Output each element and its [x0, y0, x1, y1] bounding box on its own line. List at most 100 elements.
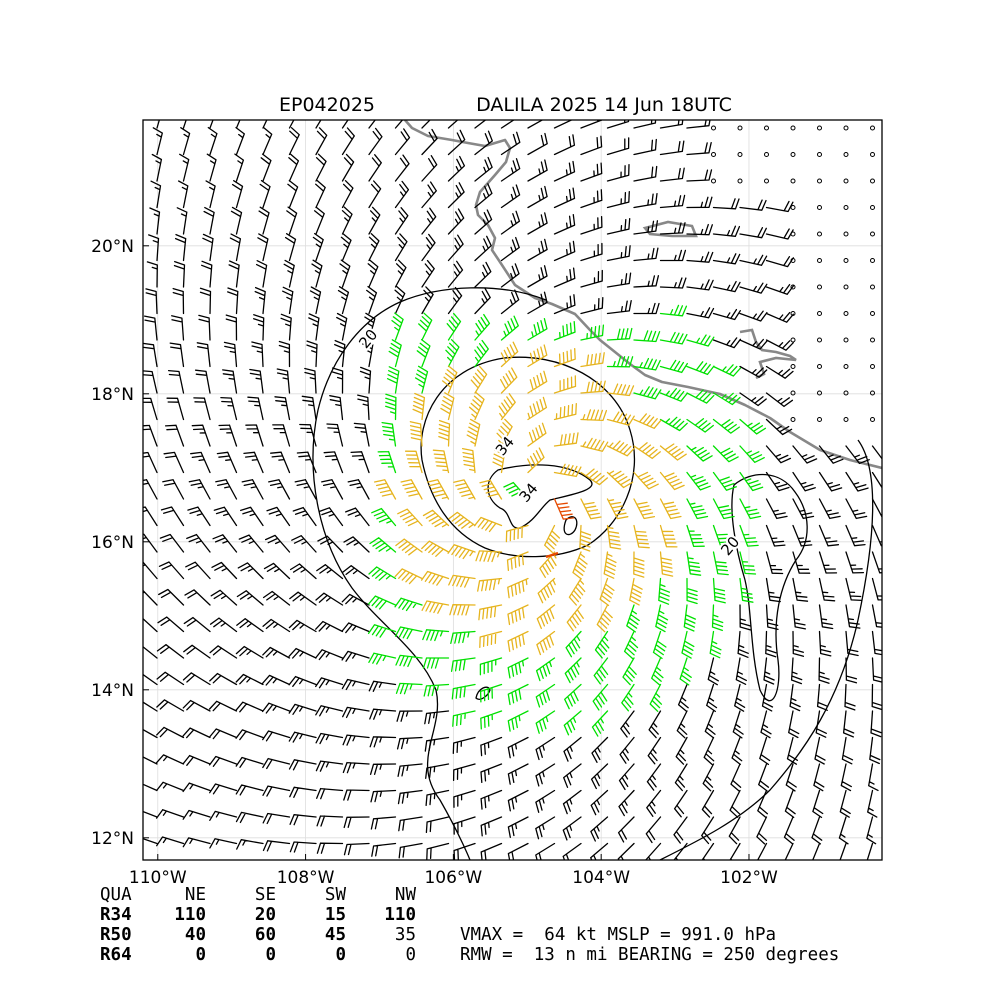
y-tick-label: 20°N — [91, 237, 134, 257]
calm-wind-marker — [790, 390, 796, 396]
r34-sw: 15 — [325, 905, 346, 925]
calm-wind-marker — [843, 284, 849, 290]
contour-50kt-inner — [487, 464, 593, 529]
calm-wind-marker — [790, 231, 796, 237]
calm-wind-marker — [790, 284, 796, 290]
r50-nw: 35 — [395, 925, 416, 945]
inland-border — [739, 328, 797, 380]
calm-wind-marker — [817, 258, 822, 263]
table-header-se: SE — [255, 885, 276, 905]
calm-wind-marker — [843, 417, 849, 422]
calm-wind-marker — [790, 205, 796, 210]
calm-wind-marker — [711, 125, 716, 131]
calm-wind-marker — [870, 258, 875, 263]
calm-wind-marker — [870, 284, 875, 290]
calm-wind-marker — [843, 337, 849, 343]
calm-wind-marker — [790, 337, 796, 343]
calm-wind-marker — [843, 152, 849, 157]
r50-se: 60 — [255, 925, 276, 945]
wind-barb-64kt-marker — [545, 551, 559, 559]
x-tick-label: 104°W — [572, 868, 630, 888]
calm-wind-marker — [843, 364, 849, 369]
contour-label: 20 — [355, 326, 381, 352]
calm-wind-marker — [817, 231, 822, 237]
table-header-nw: NW — [395, 885, 417, 905]
r64-se: 0 — [265, 945, 276, 965]
y-tick-label: 18°N — [91, 385, 134, 405]
x-tick-label: 108°W — [277, 868, 335, 888]
storm-name-time-title: DALILA 2025 14 Jun 18UTC — [476, 94, 732, 116]
calm-wind-marker — [817, 205, 822, 210]
table-header-sw: SW — [325, 885, 347, 905]
calm-wind-marker — [790, 152, 796, 157]
calm-wind-marker — [817, 178, 822, 184]
calm-wind-marker — [790, 364, 796, 369]
calm-wind-marker — [870, 417, 875, 422]
vmax-mslp-text: VMAX = 64 kt MSLP = 991.0 hPa — [460, 925, 776, 945]
calm-wind-marker — [711, 152, 716, 157]
contour-20kt-pocket — [731, 473, 808, 702]
wind-barbs-below-34kt — [143, 120, 882, 860]
calm-wind-marker — [764, 152, 769, 157]
y-tick-label: 12°N — [91, 829, 134, 849]
calm-wind-marker — [737, 125, 743, 131]
contour-label: 20 — [717, 533, 743, 559]
calm-wind-marker — [870, 231, 875, 237]
calm-wind-marker — [711, 178, 716, 184]
calm-wind-marker — [870, 125, 875, 131]
r50-ne: 40 — [185, 925, 206, 945]
table-row-label-r64: R64 — [100, 945, 132, 965]
x-tick-label: 110°W — [129, 868, 187, 888]
calm-wind-marker — [817, 337, 822, 343]
wind-barbs-64kt — [553, 498, 575, 520]
calm-wind-marker — [817, 311, 822, 316]
calm-wind-marker — [870, 152, 875, 157]
contour-20kt-east — [659, 439, 874, 860]
table-header-ne: NE — [185, 885, 206, 905]
calm-wind-marker — [817, 284, 822, 290]
x-tick-label: 102°W — [720, 868, 778, 888]
calm-wind-marker — [817, 125, 822, 131]
r34-nw: 110 — [384, 905, 416, 925]
contour-label: 34 — [516, 480, 542, 506]
rmw-bearing-text: RMW = 13 n mi BEARING = 250 degrees — [460, 945, 839, 965]
calm-wind-marker — [817, 417, 822, 422]
map-gridlines — [143, 120, 882, 860]
calm-wind-marker — [870, 178, 875, 184]
r64-nw: 0 — [405, 945, 416, 965]
calm-wind-marker — [843, 311, 849, 316]
coast-island — [642, 220, 698, 238]
calm-wind-marker — [817, 152, 822, 157]
calm-wind-marker — [870, 311, 875, 316]
axis-ticks: 110°W 108°W 106°W 104°W 102°W 12°N 14°N 16°N 18°… — [91, 237, 778, 888]
calm-wind-marker — [843, 258, 849, 263]
calm-wind-marker — [870, 390, 875, 396]
calm-wind-marker — [843, 390, 849, 396]
r50-sw: 45 — [325, 925, 346, 945]
calm-wind-marker — [843, 205, 849, 210]
r34-se: 20 — [255, 905, 276, 925]
x-tick-label: 106°W — [424, 868, 482, 888]
wind-radii-table: QUA NE SE SW NW R34 110 20 15 110 R50 40… — [100, 885, 416, 965]
y-tick-label: 14°N — [91, 681, 134, 701]
calm-wind-marker — [737, 152, 743, 157]
map-frame — [142, 119, 883, 861]
calm-wind-marker — [764, 125, 769, 131]
storm-id-title: EP042025 — [279, 94, 375, 116]
calm-wind-marker — [817, 390, 822, 396]
calm-wind-marker — [817, 364, 822, 369]
calm-wind-marker — [790, 417, 796, 422]
calm-wind-marker — [870, 364, 875, 369]
calm-wind-marker — [843, 125, 849, 131]
wind-barbs-34kt — [367, 304, 767, 737]
calm-wind-marker — [790, 125, 796, 131]
r64-ne: 0 — [195, 945, 206, 965]
table-row-label-r34: R34 — [100, 905, 132, 925]
calm-wind-marker — [870, 205, 875, 210]
r64-sw: 0 — [335, 945, 346, 965]
table-header-qua: QUA — [100, 885, 132, 905]
calm-wind-marker — [737, 178, 743, 184]
calm-wind-marker — [764, 178, 769, 184]
